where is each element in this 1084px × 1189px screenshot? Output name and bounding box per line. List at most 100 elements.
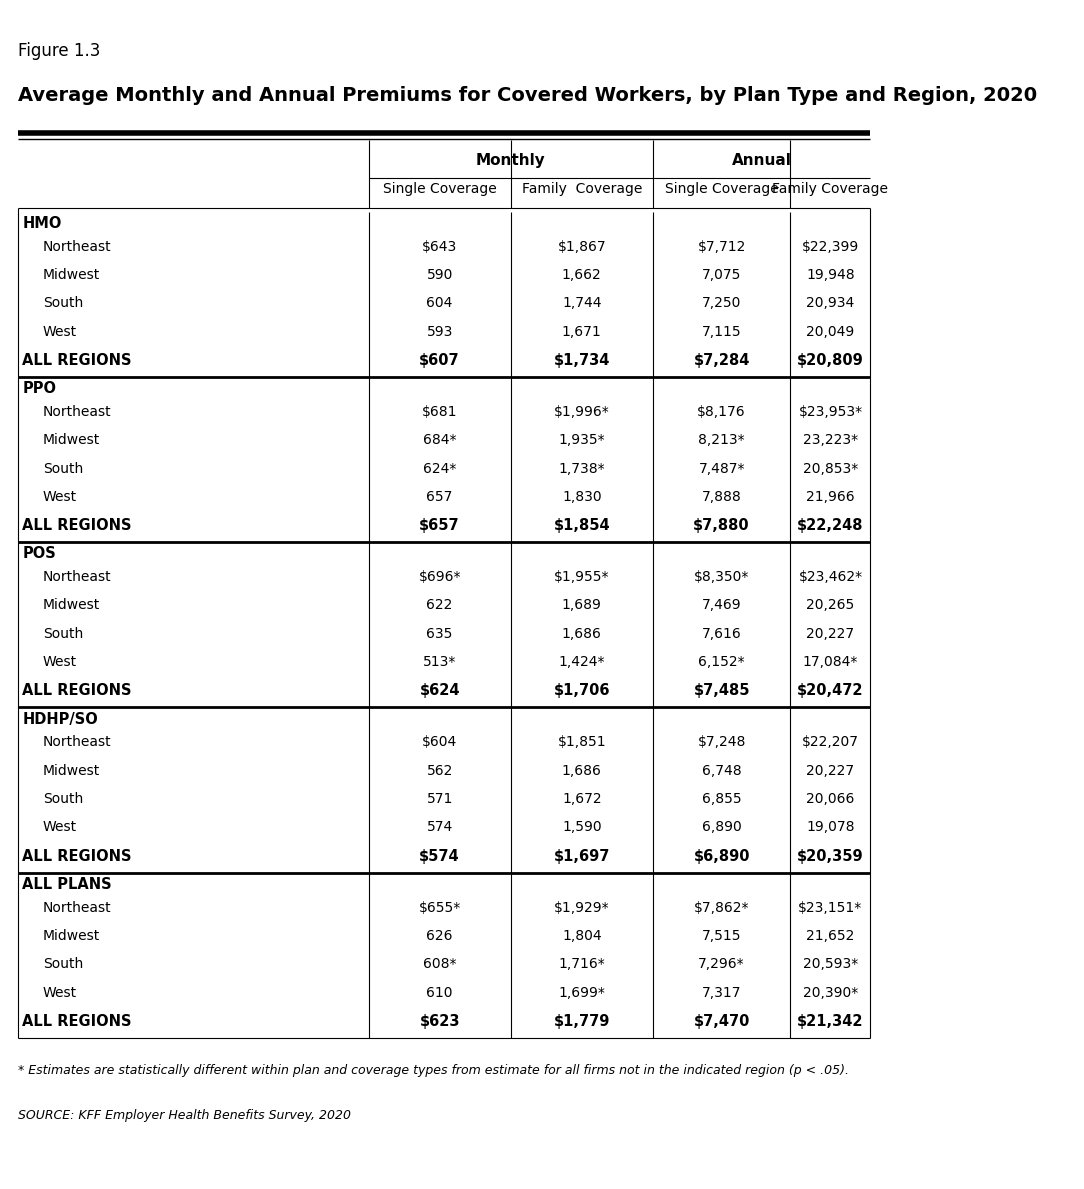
Text: 1,672: 1,672 [562, 792, 602, 806]
Text: 626: 626 [426, 929, 453, 943]
Text: Family  Coverage: Family Coverage [521, 182, 642, 196]
Text: SOURCE: KFF Employer Health Benefits Survey, 2020: SOURCE: KFF Employer Health Benefits Sur… [17, 1109, 351, 1122]
Text: HMO: HMO [22, 216, 62, 231]
Text: ALL PLANS: ALL PLANS [22, 877, 112, 892]
Text: 7,616: 7,616 [701, 627, 741, 641]
Text: 20,227: 20,227 [806, 763, 854, 778]
Text: 17,084*: 17,084* [803, 655, 859, 669]
Text: 684*: 684* [423, 433, 456, 447]
Text: $623: $623 [420, 1014, 460, 1028]
Text: $7,712: $7,712 [697, 240, 746, 253]
Text: 1,686: 1,686 [562, 627, 602, 641]
Text: $657: $657 [420, 518, 460, 533]
Text: 8,213*: 8,213* [698, 433, 745, 447]
Text: 20,593*: 20,593* [803, 957, 859, 971]
Text: West: West [42, 655, 77, 669]
Text: $7,248: $7,248 [697, 736, 746, 749]
Text: Average Monthly and Annual Premiums for Covered Workers, by Plan Type and Region: Average Monthly and Annual Premiums for … [17, 86, 1037, 105]
Text: Northeast: Northeast [42, 571, 112, 584]
Text: $7,284: $7,284 [694, 353, 750, 367]
Text: $1,779: $1,779 [554, 1014, 610, 1028]
Text: PPO: PPO [22, 382, 56, 396]
Text: 1,935*: 1,935* [558, 433, 605, 447]
Text: $7,470: $7,470 [694, 1014, 750, 1028]
Text: Northeast: Northeast [42, 901, 112, 914]
Text: 1,686: 1,686 [562, 763, 602, 778]
Text: $1,851: $1,851 [557, 736, 606, 749]
Text: Midwest: Midwest [42, 763, 100, 778]
Text: 6,152*: 6,152* [698, 655, 745, 669]
Text: $21,342: $21,342 [797, 1014, 864, 1028]
Text: 20,390*: 20,390* [803, 986, 859, 1000]
Text: South: South [42, 627, 82, 641]
Text: Single Coverage: Single Coverage [664, 182, 778, 196]
Text: 20,049: 20,049 [806, 325, 854, 339]
Text: ALL REGIONS: ALL REGIONS [22, 1014, 131, 1028]
Text: ALL REGIONS: ALL REGIONS [22, 353, 131, 367]
Text: West: West [42, 325, 77, 339]
Text: $1,996*: $1,996* [554, 405, 609, 419]
Text: 7,250: 7,250 [702, 296, 741, 310]
Text: $20,359: $20,359 [797, 849, 864, 863]
Text: HDHP/SO: HDHP/SO [22, 712, 98, 726]
Text: $7,485: $7,485 [694, 684, 750, 698]
Text: $22,248: $22,248 [797, 518, 864, 533]
Text: 1,590: 1,590 [562, 820, 602, 835]
Text: $681: $681 [422, 405, 457, 419]
Text: $1,854: $1,854 [554, 518, 610, 533]
Text: ALL REGIONS: ALL REGIONS [22, 518, 131, 533]
Text: 7,487*: 7,487* [698, 461, 745, 476]
Text: 1,424*: 1,424* [558, 655, 605, 669]
Text: 6,855: 6,855 [701, 792, 741, 806]
Text: 593: 593 [426, 325, 453, 339]
Text: 1,830: 1,830 [562, 490, 602, 504]
Text: 7,075: 7,075 [702, 268, 741, 282]
Text: 20,853*: 20,853* [803, 461, 859, 476]
Text: 21,966: 21,966 [806, 490, 855, 504]
Text: South: South [42, 296, 82, 310]
Text: ALL REGIONS: ALL REGIONS [22, 684, 131, 698]
Text: 21,652: 21,652 [806, 929, 854, 943]
Text: $20,472: $20,472 [797, 684, 864, 698]
Text: West: West [42, 820, 77, 835]
Text: 7,317: 7,317 [702, 986, 741, 1000]
Text: Northeast: Northeast [42, 405, 112, 419]
Text: $7,880: $7,880 [694, 518, 750, 533]
Text: $607: $607 [420, 353, 460, 367]
Text: 622: 622 [426, 598, 453, 612]
Text: $643: $643 [422, 240, 457, 253]
Text: $22,399: $22,399 [802, 240, 859, 253]
Text: $23,151*: $23,151* [798, 901, 863, 914]
Text: 1,699*: 1,699* [558, 986, 605, 1000]
Text: $20,809: $20,809 [797, 353, 864, 367]
Text: Family Coverage: Family Coverage [773, 182, 889, 196]
Text: 610: 610 [426, 986, 453, 1000]
Text: West: West [42, 490, 77, 504]
Text: 608*: 608* [423, 957, 456, 971]
Text: $655*: $655* [418, 901, 461, 914]
Text: $1,955*: $1,955* [554, 571, 609, 584]
Text: Annual: Annual [732, 153, 791, 169]
Text: $1,929*: $1,929* [554, 901, 609, 914]
Text: 7,888: 7,888 [701, 490, 741, 504]
Text: 1,689: 1,689 [562, 598, 602, 612]
Text: ALL REGIONS: ALL REGIONS [22, 849, 131, 863]
Text: Midwest: Midwest [42, 929, 100, 943]
Text: South: South [42, 461, 82, 476]
Text: 7,515: 7,515 [702, 929, 741, 943]
Text: 7,469: 7,469 [701, 598, 741, 612]
Text: 1,738*: 1,738* [558, 461, 605, 476]
Text: $22,207: $22,207 [802, 736, 859, 749]
Text: 604: 604 [426, 296, 453, 310]
Text: Figure 1.3: Figure 1.3 [17, 42, 100, 59]
Text: 571: 571 [426, 792, 453, 806]
Text: * Estimates are statistically different within plan and coverage types from esti: * Estimates are statistically different … [17, 1064, 849, 1077]
Text: Midwest: Midwest [42, 433, 100, 447]
Text: Northeast: Northeast [42, 240, 112, 253]
Text: Northeast: Northeast [42, 736, 112, 749]
Text: $8,350*: $8,350* [694, 571, 749, 584]
Text: $1,734: $1,734 [554, 353, 610, 367]
Text: $696*: $696* [418, 571, 461, 584]
Text: 20,227: 20,227 [806, 627, 854, 641]
Text: $624: $624 [420, 684, 460, 698]
